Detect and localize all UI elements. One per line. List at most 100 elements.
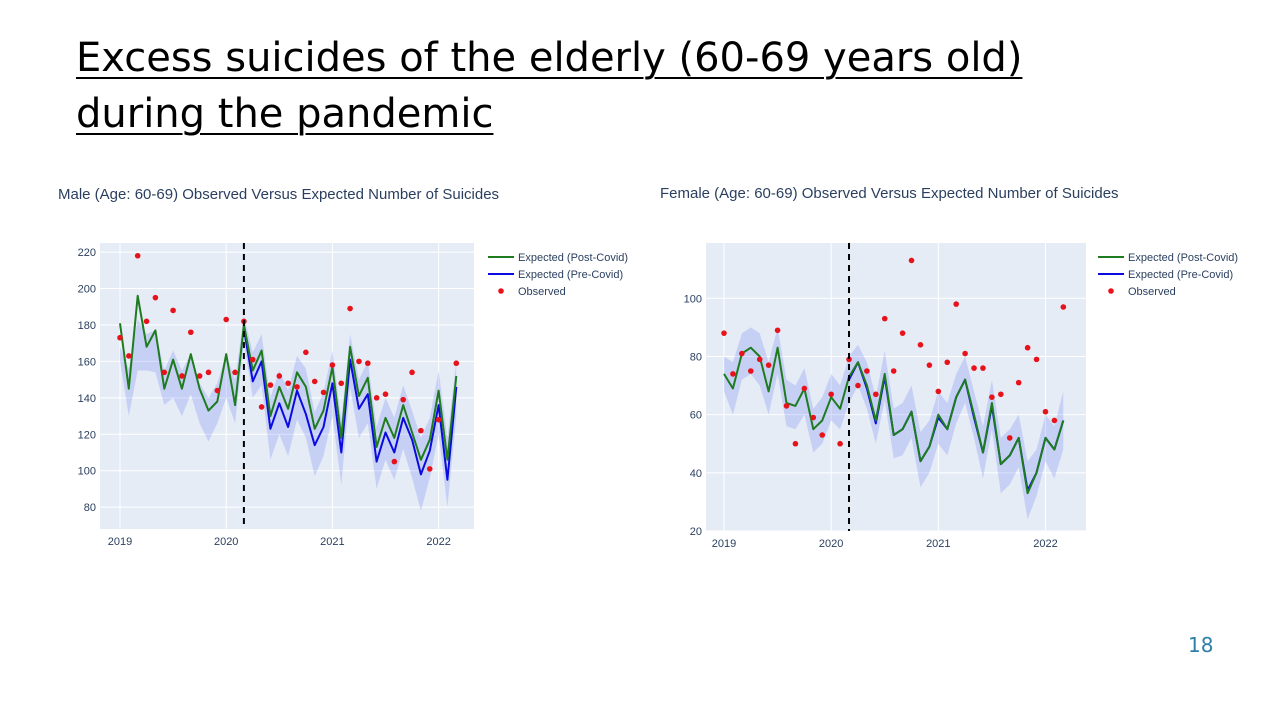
observed-point (881, 315, 888, 322)
observed-point (756, 356, 763, 363)
observed-point (890, 368, 897, 374)
observed-point (1015, 379, 1022, 386)
observed-point (365, 360, 371, 367)
legend-observed-swatch (498, 288, 504, 294)
slide-title: Excess suicides of the elderly (60-69 ye… (76, 30, 1076, 142)
observed-point (311, 378, 318, 385)
x-tick-label: 2019 (712, 538, 736, 550)
observed-point (980, 365, 986, 371)
observed-point (899, 330, 906, 336)
observed-point (721, 330, 727, 336)
y-tick-label: 100 (684, 293, 702, 305)
observed-point (214, 387, 221, 394)
x-tick-label: 2022 (1033, 538, 1057, 550)
observed-point (267, 382, 274, 388)
y-tick-label: 220 (78, 247, 96, 259)
observed-point (232, 369, 238, 376)
chart-title: Male (Age: 60-69) Observed Versus Expect… (58, 186, 499, 203)
y-tick-label: 100 (78, 466, 96, 478)
legend-expected-pre-covid-label: Expected (Pre-Covid) (1128, 269, 1233, 281)
observed-point (837, 440, 843, 447)
legend-expected-post-covid-label: Expected (Post-Covid) (1128, 252, 1238, 264)
observed-point (1006, 435, 1013, 441)
page-number: 18 (1188, 633, 1214, 657)
y-tick-label: 200 (78, 284, 96, 296)
series-expected-post-covid (119, 294, 458, 461)
plot-area (100, 243, 474, 529)
y-tick-label: 80 (690, 351, 702, 363)
y-tick-label: 160 (78, 356, 96, 368)
x-tick-label: 2021 (320, 536, 344, 548)
y-tick-label: 180 (78, 320, 96, 332)
observed-point (382, 391, 389, 397)
legend-observed-label: Observed (1128, 286, 1176, 298)
x-tick-label: 2020 (819, 538, 843, 550)
series-expected-pre-covid (242, 328, 458, 481)
y-tick-label: 40 (690, 468, 702, 480)
observed-point (426, 466, 433, 472)
observed-point (730, 371, 736, 377)
observed-point (356, 358, 362, 365)
chart-legend: Expected (Post-Covid) Expected (Pre-Covid… (488, 252, 628, 298)
observed-point (161, 369, 168, 376)
observed-point (347, 305, 353, 312)
observed-point (783, 403, 790, 409)
x-tick-label: 2021 (926, 538, 950, 550)
chart-male: Male (Age: 60-69) Observed Versus Expect… (58, 186, 628, 548)
legend-observed-swatch (1108, 288, 1114, 294)
observed-point (855, 382, 861, 389)
observed-point (134, 252, 141, 259)
observed-point (828, 391, 834, 398)
observed-point (908, 257, 915, 264)
y-tick-label: 20 (690, 526, 702, 538)
series-expected-post-covid (723, 346, 1065, 495)
observed-point (1060, 304, 1067, 310)
observed-point (971, 365, 977, 371)
legend-expected-post-covid-label: Expected (Post-Covid) (518, 252, 628, 264)
observed-point (846, 356, 852, 363)
chart-legend: Expected (Post-Covid) Expected (Pre-Covid… (1098, 252, 1238, 298)
y-tick-label: 140 (78, 393, 96, 405)
observed-point (1024, 344, 1031, 351)
observed-point (338, 380, 345, 387)
observed-point (373, 395, 380, 401)
observed-point (453, 360, 460, 367)
y-tick-label: 60 (690, 410, 702, 422)
observed-point (774, 327, 781, 334)
x-tick-label: 2019 (108, 536, 132, 548)
observed-point (391, 458, 398, 465)
observed-point (819, 432, 826, 438)
observed-point (294, 384, 300, 390)
observed-point (196, 373, 203, 379)
observed-point (998, 391, 1004, 398)
observed-point (792, 440, 799, 447)
observed-point (1051, 417, 1058, 424)
x-tick-label: 2022 (426, 536, 450, 548)
observed-point (953, 301, 959, 307)
observed-point (117, 334, 123, 341)
observed-point (205, 369, 212, 376)
observed-point (435, 416, 442, 423)
observed-point (747, 368, 754, 374)
observed-point (801, 385, 808, 392)
confidence-band (724, 327, 1064, 520)
observed-point (170, 307, 176, 314)
observed-point (962, 350, 968, 357)
observed-point (188, 329, 194, 336)
confidence-band (120, 315, 457, 511)
observed-point (1042, 408, 1049, 415)
slide-title-line1: Excess suicides of the elderly (60-69 ye… (76, 35, 1023, 81)
observed-point (864, 368, 870, 374)
observed-point (329, 362, 336, 368)
observed-point (409, 369, 415, 376)
observed-point (303, 349, 309, 356)
observed-point (944, 359, 951, 366)
observed-point (810, 414, 817, 421)
observed-point (276, 373, 283, 379)
observed-point (258, 404, 265, 410)
observed-point (935, 388, 942, 395)
observed-point (765, 362, 772, 368)
legend-expected-pre-covid-label: Expected (Pre-Covid) (518, 269, 623, 281)
observed-point (1033, 356, 1040, 363)
observed-point (249, 356, 256, 363)
